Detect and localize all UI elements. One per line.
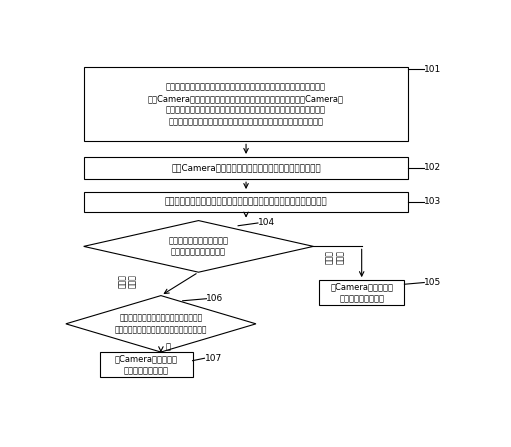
Text: 将Camera输出图像的
帧率设置为第一帧率: 将Camera输出图像的 帧率设置为第一帧率 bbox=[114, 354, 177, 375]
Polygon shape bbox=[84, 220, 313, 272]
Text: 获取Camera感应到的图像数据中的当前帧图像及当前时间: 获取Camera感应到的图像数据中的当前帧图像及当前时间 bbox=[171, 164, 321, 173]
Bar bbox=[84, 192, 408, 212]
Text: 102: 102 bbox=[424, 164, 442, 173]
Text: 是: 是 bbox=[166, 342, 171, 351]
Text: 106: 106 bbox=[206, 294, 224, 303]
Text: 101: 101 bbox=[424, 65, 442, 74]
Bar bbox=[319, 280, 405, 305]
Text: 104: 104 bbox=[258, 219, 275, 228]
Text: 预先设置第一帧率及第二帧率、第一阈值及第二阈值，其中，所述第一帧
率为Camera低功耗工作状态下输出图像的帧率，所述第二帧率为Camera正
常工作状态下输出: 预先设置第一帧率及第二帧率、第一阈值及第二阈值，其中，所述第一帧 率为Camer… bbox=[148, 82, 344, 127]
Text: 将Camera输出图像的
帧率设置为第二帧率: 将Camera输出图像的 帧率设置为第二帧率 bbox=[331, 282, 393, 303]
Bar bbox=[84, 67, 408, 141]
Text: 105: 105 bbox=[424, 278, 442, 287]
Text: 107: 107 bbox=[204, 354, 222, 363]
Text: 将所述当前帧图像与相邻的前一帧图像比较、获取并记录像素差异个数: 将所述当前帧图像与相邻的前一帧图像比较、获取并记录像素差异个数 bbox=[165, 198, 328, 207]
Text: 103: 103 bbox=[424, 198, 442, 207]
Text: 判断当前时间前一段时间内的任一相邻的
两图像间的像素差异个数是否均小于第一阈值: 判断当前时间前一段时间内的任一相邻的 两图像间的像素差异个数是否均小于第一阈值 bbox=[114, 313, 207, 334]
Polygon shape bbox=[66, 295, 256, 352]
Text: 将所述像素差异个数分别与
第一阈值及第二阈值比较: 将所述像素差异个数分别与 第一阈值及第二阈值比较 bbox=[169, 236, 228, 257]
Text: 大于第
二阈值: 大于第 二阈值 bbox=[326, 250, 345, 264]
Bar bbox=[100, 352, 193, 377]
Text: 小于第
一阈值: 小于第 一阈值 bbox=[118, 274, 137, 288]
Bar bbox=[84, 157, 408, 179]
